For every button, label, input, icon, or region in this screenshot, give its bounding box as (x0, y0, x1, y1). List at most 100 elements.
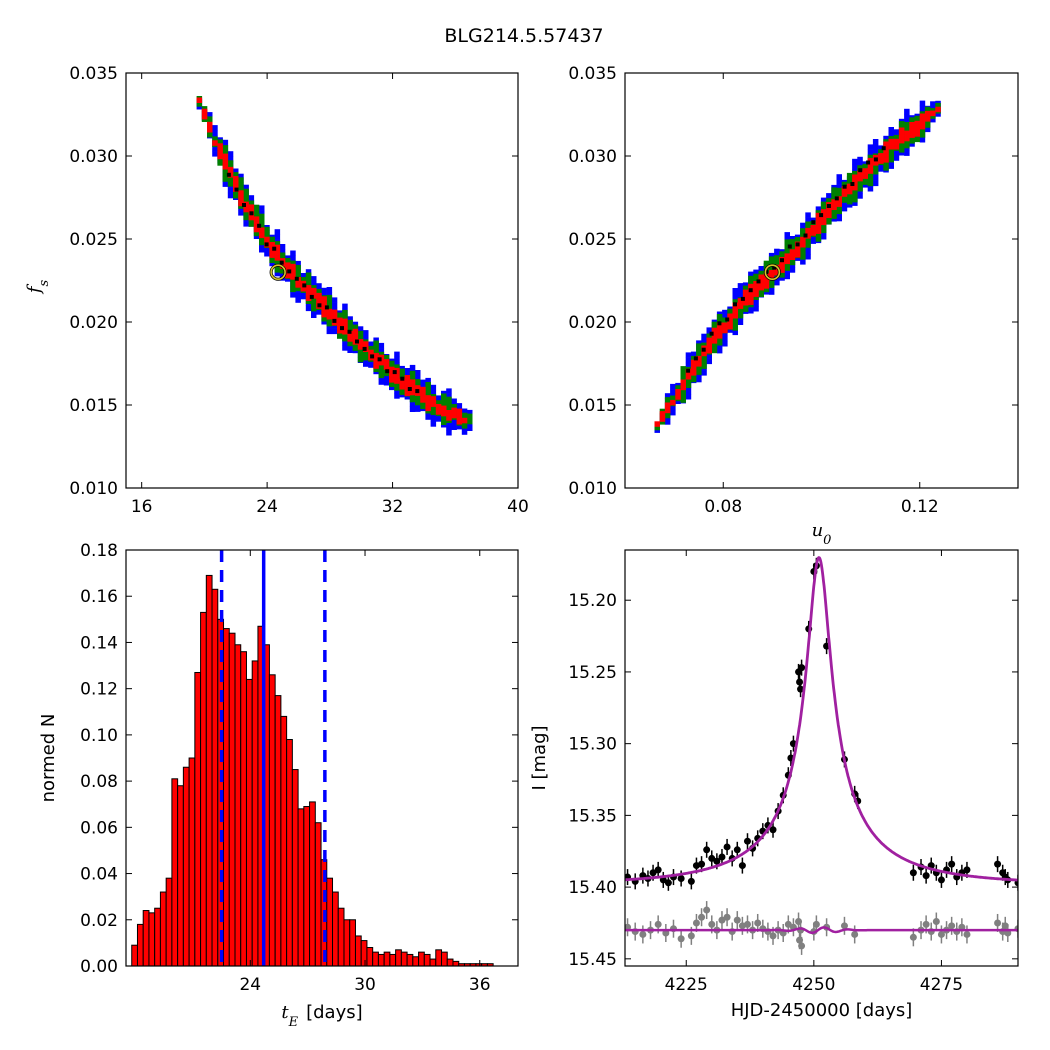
contour-middle-cell (774, 260, 780, 266)
contour-outer-cell (378, 342, 385, 349)
y-tick-label: 0.10 (80, 726, 118, 746)
contour-inner-cell (222, 164, 229, 170)
contour-middle-cell (264, 226, 270, 233)
contour-middle-cell (742, 285, 749, 292)
residual-point (703, 906, 711, 914)
sample-point (873, 157, 878, 162)
contour-middle-cell (701, 358, 707, 364)
contour-outer-cell (404, 394, 411, 400)
contour-inner-cell (800, 242, 806, 248)
sample-point (257, 223, 262, 228)
contour-middle-cell (893, 134, 900, 141)
contour-middle-cell (373, 340, 379, 346)
y-axis-label: I [mag] (529, 725, 550, 790)
contour-outer-cell (326, 328, 333, 335)
contour-outer-cell (878, 166, 884, 172)
sample-point (249, 211, 254, 216)
contour-middle-cell (924, 122, 931, 128)
contour-middle-cell (904, 142, 910, 149)
contour-middle-cell (924, 106, 931, 113)
contour-middle-cell (680, 392, 686, 398)
contour-inner-cell (664, 402, 671, 408)
contour-middle-cell (378, 367, 385, 373)
contour-inner-cell (659, 416, 666, 422)
contour-inner-cell (425, 400, 431, 406)
contour-outer-cell (389, 384, 395, 391)
contour-middle-cell (248, 200, 255, 206)
contour-inner-cell (883, 146, 889, 153)
data-point (909, 869, 917, 877)
sample-point (725, 317, 730, 322)
data-point (723, 843, 731, 851)
contour-middle-cell (446, 396, 452, 403)
contour-outer-cell (430, 416, 437, 422)
contour-middle-cell (451, 404, 457, 410)
histogram-bar (142, 910, 150, 967)
contour-outer-cell (836, 184, 842, 191)
histogram-bar (154, 907, 161, 967)
contour-outer-cell (456, 423, 463, 430)
contour-outer-cell (722, 309, 728, 316)
contour-middle-cell (904, 122, 910, 128)
contour-middle-cell (337, 333, 343, 339)
contour-inner-cell (321, 311, 327, 318)
contour-outer-cell (857, 193, 863, 199)
sample-point (264, 242, 269, 247)
contour-middle-cell (238, 177, 244, 183)
residual-point (948, 922, 956, 930)
contour-inner-cell (846, 183, 853, 190)
contour-outer-cell (904, 150, 910, 156)
contour-inner-cell (914, 131, 920, 137)
contour-middle-cell (768, 256, 775, 262)
contour-inner-cell (836, 201, 842, 207)
contour-outer-cell (363, 361, 369, 367)
sample-point (302, 283, 307, 288)
contour-inner-cell (238, 195, 244, 201)
histogram-bar (309, 801, 316, 967)
contour-outer-cell (404, 368, 411, 374)
contour-middle-cell (441, 414, 447, 420)
contour-middle-cell (732, 320, 738, 326)
contour-middle-cell (259, 224, 265, 230)
lightcurve-panel: 4225 4250 4275 15.20 15.25 15.30 15.35 15.40 15.… (529, 549, 1019, 1021)
histogram-bar (360, 940, 368, 967)
contour-outer-cell (810, 238, 816, 244)
residual-point (784, 920, 792, 928)
histogram-bar (354, 935, 362, 967)
contour-outer-cell (774, 248, 780, 255)
contour-outer-cell (826, 193, 832, 199)
contour-outer-cell (888, 163, 894, 169)
contour-outer-cell (768, 289, 775, 295)
contour-middle-cell (696, 364, 702, 370)
contour-middle-cell (342, 309, 348, 316)
contour-middle-cell (841, 197, 848, 203)
contour-middle-cell (352, 324, 359, 331)
contour-inner-cell (352, 334, 359, 340)
contour-outer-cell (820, 197, 827, 204)
contour-middle-cell (217, 160, 223, 166)
contour-middle-cell (290, 281, 296, 287)
contour-inner-cell (425, 395, 431, 401)
contour-inner-cell (441, 405, 447, 412)
contour-outer-cell (446, 430, 452, 436)
x-tick-label: 0.12 (901, 497, 939, 517)
contour-middle-cell (758, 291, 764, 297)
contour-inner-cell (680, 384, 686, 391)
data-point (713, 857, 721, 865)
contour-inner-cell (389, 377, 395, 383)
contour-outer-cell (259, 210, 265, 217)
contour-middle-cell (461, 412, 468, 419)
contour-middle-cell (222, 176, 229, 182)
contour-outer-cell (316, 283, 322, 289)
contour-outer-cell (696, 376, 702, 383)
histogram-bar (286, 739, 293, 967)
contour-inner-cell (852, 174, 858, 180)
x-tick-label: 32 (382, 497, 404, 517)
contour-outer-cell (872, 175, 879, 181)
contour-outer-cell (383, 374, 390, 381)
contour-outer-cell (430, 384, 437, 391)
contour-middle-cell (914, 136, 920, 143)
data-point (654, 866, 662, 874)
contour-inner-cell (685, 374, 692, 380)
